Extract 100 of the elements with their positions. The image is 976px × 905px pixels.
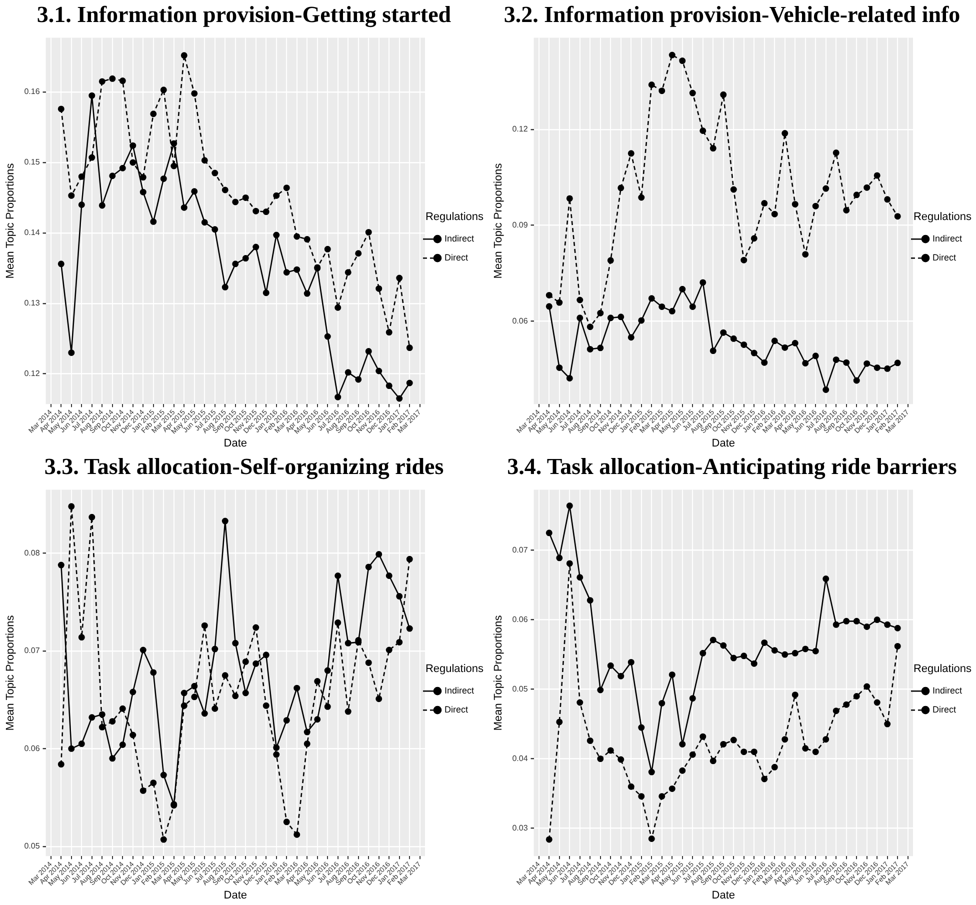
point: [668, 671, 676, 678]
legend-label: Indirect: [932, 686, 962, 696]
point: [843, 207, 850, 214]
point: [344, 708, 352, 715]
point: [109, 75, 116, 82]
point: [761, 639, 768, 646]
point: [730, 186, 737, 193]
point: [68, 349, 75, 356]
y-tick-label: 0.07: [24, 646, 40, 656]
point: [78, 740, 85, 748]
point: [658, 303, 666, 310]
point: [283, 184, 290, 192]
point: [740, 652, 748, 660]
point: [710, 758, 716, 764]
point: [376, 696, 382, 702]
point: [242, 658, 249, 665]
point: [771, 647, 778, 654]
point: [802, 251, 809, 258]
y-tick-label: 0.05: [24, 842, 40, 851]
point: [252, 660, 260, 667]
point: [874, 616, 880, 624]
point: [376, 285, 382, 292]
point: [201, 219, 208, 226]
point: [874, 172, 880, 179]
point: [668, 52, 676, 58]
point: [812, 648, 819, 654]
point: [832, 150, 840, 156]
point: [334, 304, 342, 311]
point: [638, 793, 645, 800]
point: [222, 186, 228, 194]
point: [658, 700, 666, 706]
point: [648, 295, 655, 302]
point: [771, 338, 778, 344]
point: [730, 335, 737, 342]
point: [252, 208, 260, 214]
point: [576, 314, 584, 322]
y-axis-title: Mean Topic Proportions: [492, 162, 505, 279]
point: [792, 200, 798, 208]
point: [58, 106, 64, 112]
point: [365, 348, 372, 355]
point: [180, 52, 188, 59]
point: [222, 284, 228, 290]
point: [406, 556, 413, 562]
point: [792, 340, 798, 346]
point: [344, 269, 352, 276]
point: [160, 772, 167, 778]
y-tick-label: 0.12: [24, 369, 40, 378]
point: [884, 365, 891, 372]
y-tick-label: 0.05: [512, 684, 528, 694]
point: [294, 831, 300, 838]
point: [618, 184, 624, 192]
point: [832, 356, 840, 363]
point: [232, 198, 239, 206]
point: [628, 150, 634, 157]
point: [396, 395, 403, 402]
point: [406, 625, 413, 632]
point: [406, 380, 413, 386]
point: [566, 375, 573, 382]
point: [262, 652, 270, 658]
chart-title: 3.4. Task allocation-Anticipating ride barriers: [506, 453, 958, 482]
y-axis-title: Mean Topic Proportions: [4, 614, 17, 731]
point: [638, 317, 645, 324]
point: [628, 658, 634, 666]
point: [324, 703, 331, 710]
point: [720, 740, 727, 748]
point: [864, 184, 870, 191]
y-axis-title: Mean Topic Proportions: [492, 614, 505, 731]
chart-title: 3.1. Information provision-Getting started: [36, 1, 452, 30]
point: [586, 597, 594, 604]
y-tick-label: 0.08: [24, 548, 40, 558]
point: [262, 208, 270, 216]
y-tick-label: 0.13: [24, 298, 40, 308]
legend-label: Direct: [932, 704, 956, 715]
point: [98, 711, 106, 718]
point: [212, 170, 218, 176]
y-tick-label: 0.15: [24, 158, 40, 167]
point: [283, 717, 290, 724]
point: [689, 751, 696, 758]
point: [170, 140, 178, 147]
point: [355, 250, 362, 257]
point: [180, 204, 188, 211]
y-tick-label: 0.06: [512, 614, 528, 624]
point: [607, 314, 614, 322]
point: [140, 787, 146, 794]
point: [894, 624, 901, 632]
point: [761, 200, 768, 206]
point: [750, 660, 758, 667]
point: [242, 690, 249, 696]
point: [874, 364, 880, 371]
point: [556, 718, 563, 726]
point: [150, 780, 157, 786]
point: [232, 692, 239, 700]
point: [324, 333, 331, 340]
point: [607, 662, 614, 669]
point: [556, 554, 563, 562]
point: [232, 640, 239, 646]
point: [334, 619, 342, 626]
point: [782, 736, 788, 743]
point: [576, 574, 584, 581]
point: [365, 564, 372, 570]
